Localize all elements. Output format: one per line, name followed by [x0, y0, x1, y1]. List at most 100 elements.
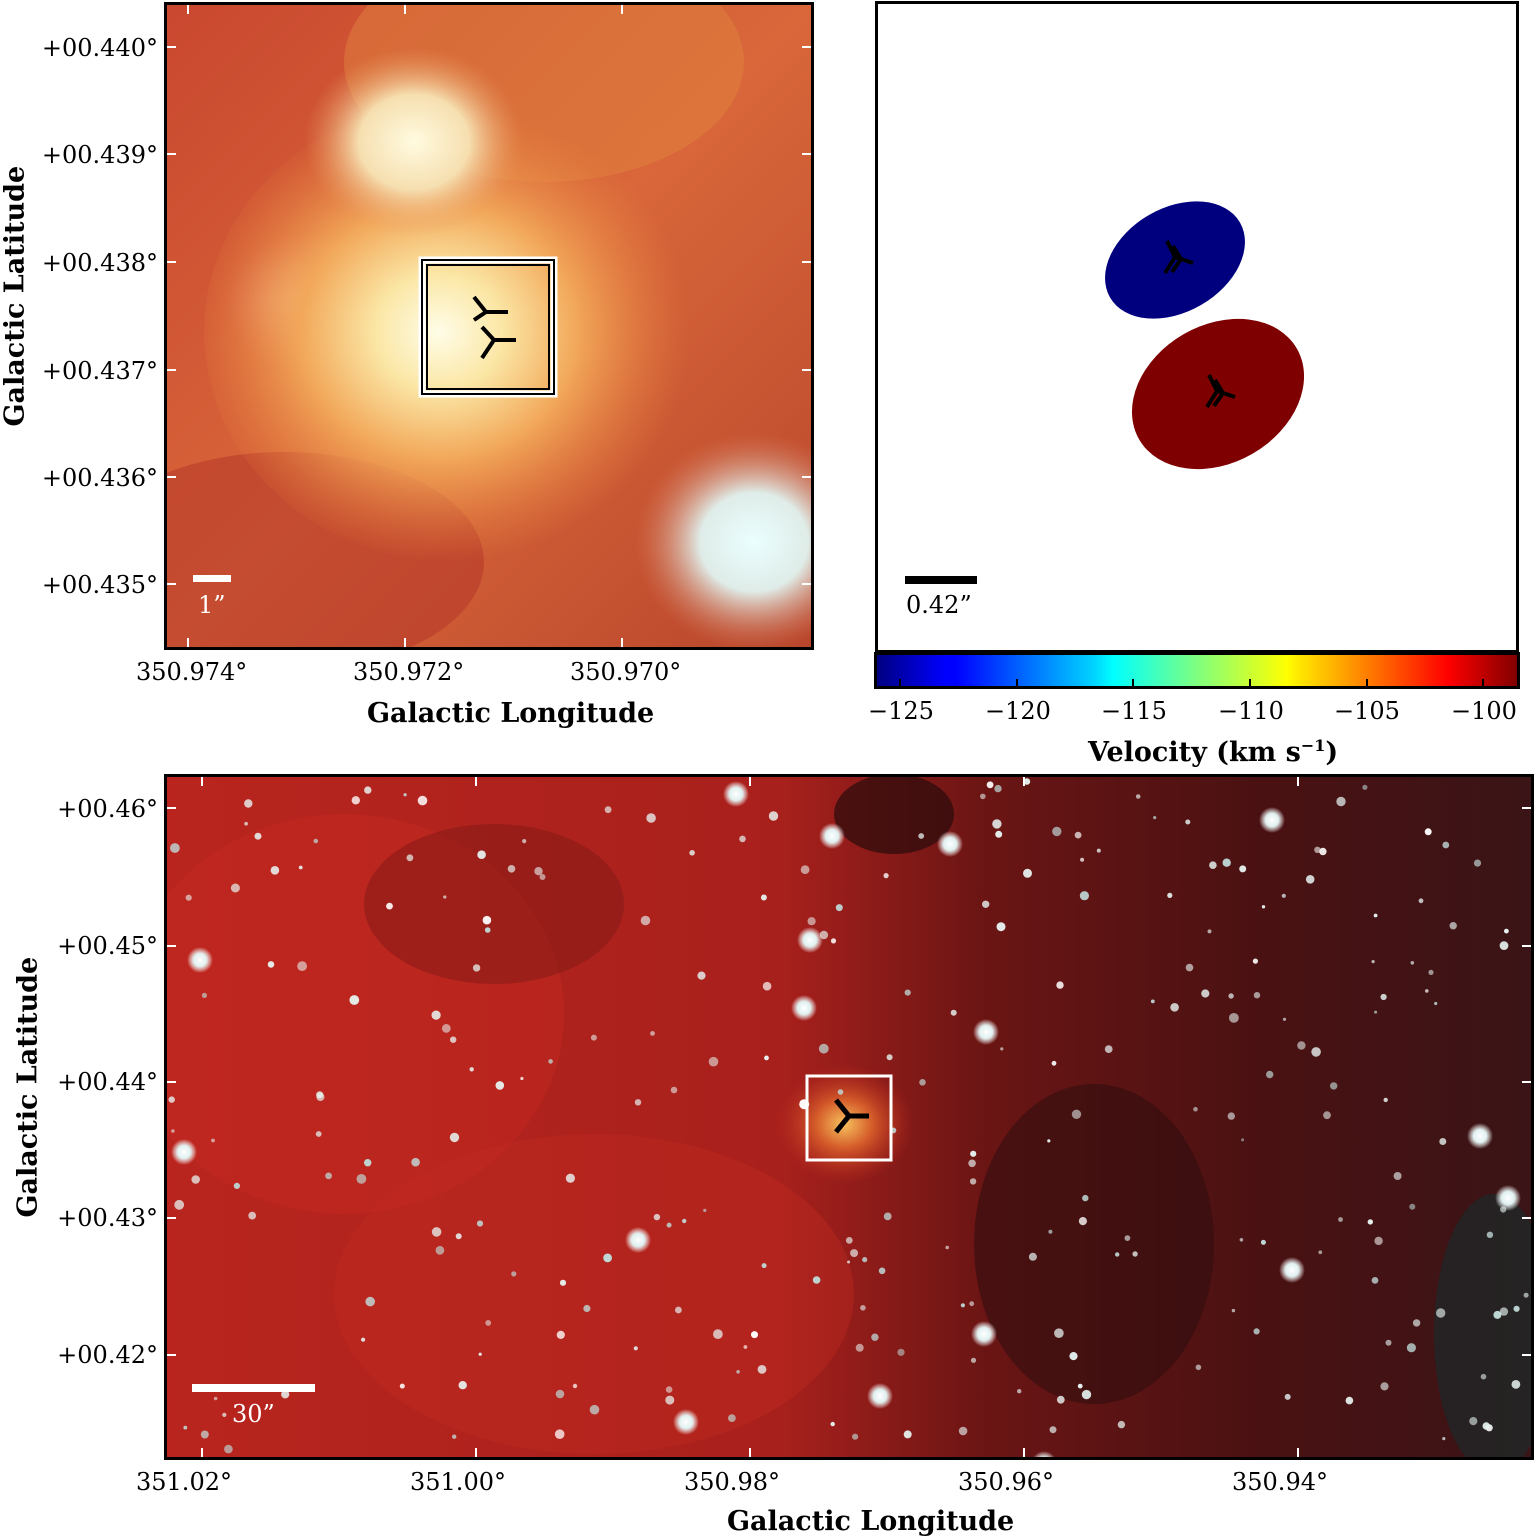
star: [1442, 1437, 1446, 1441]
x-tick-label: 350.98°: [684, 1468, 780, 1496]
star: [222, 1412, 227, 1417]
star: [431, 1227, 442, 1237]
star: [830, 938, 837, 944]
star: [484, 927, 491, 933]
star: [1371, 960, 1375, 964]
star: [670, 1086, 678, 1094]
bright-star: [1259, 807, 1285, 833]
star: [200, 1430, 209, 1439]
star: [1434, 1001, 1438, 1006]
x-axis-label: Galactic Longitude: [367, 698, 655, 729]
wide-field-image: [164, 774, 1534, 1460]
star: [485, 1320, 492, 1326]
star: [666, 1222, 672, 1228]
star: [878, 1267, 886, 1275]
star: [1227, 1112, 1236, 1120]
star: [469, 1067, 474, 1072]
x-axis-label: Galactic Longitude: [727, 1506, 1015, 1537]
star: [982, 900, 990, 908]
star: [1054, 1328, 1064, 1338]
star: [1135, 794, 1141, 799]
star: [1074, 831, 1082, 839]
target-box: [805, 1074, 893, 1162]
star: [634, 1099, 642, 1106]
star: [1239, 865, 1247, 873]
x-tick-label: 350.96°: [958, 1468, 1054, 1496]
star: [1077, 1383, 1083, 1389]
star: [1367, 1219, 1374, 1225]
star: [1051, 1060, 1057, 1066]
bright-star: [171, 1139, 197, 1165]
bright-star: [1495, 1185, 1521, 1211]
star: [852, 1433, 859, 1440]
y-tick-label: +00.436°: [41, 464, 158, 492]
star: [1345, 1396, 1354, 1405]
star: [185, 894, 192, 901]
star: [1071, 1109, 1082, 1119]
star: [697, 971, 706, 980]
star: [713, 1329, 723, 1339]
star: [633, 1346, 638, 1351]
star: [403, 793, 407, 797]
bright-star: [723, 781, 749, 807]
star: [1406, 1343, 1416, 1353]
velocity-map: [875, 1, 1519, 653]
star: [1104, 1045, 1113, 1053]
y-tick-label: +00.42°: [57, 1341, 158, 1369]
y-tick-label: +00.437°: [41, 357, 158, 385]
star: [897, 1348, 905, 1356]
star: [1439, 1138, 1447, 1145]
star: [1362, 784, 1368, 790]
star: [855, 1343, 864, 1352]
x-tick-label: 351.00°: [410, 1468, 506, 1496]
star: [386, 902, 393, 910]
star: [1469, 1417, 1478, 1426]
colorbar-tick-label: −120: [985, 697, 1051, 725]
star: [281, 1390, 290, 1399]
colorbar-label: Velocity (km s−1): [1088, 737, 1339, 768]
star: [472, 964, 481, 972]
star: [860, 1305, 866, 1311]
star: [522, 839, 527, 844]
star: [1480, 1373, 1487, 1380]
star: [708, 1056, 719, 1067]
scale-bar: [905, 576, 977, 584]
colorbar-label-close: ): [1325, 737, 1339, 768]
star: [646, 813, 656, 823]
star: [1523, 1292, 1529, 1298]
star: [244, 821, 248, 826]
y-tick-label: +00.435°: [41, 571, 158, 599]
colorbar-tick-label: −125: [868, 697, 934, 725]
star: [958, 1426, 968, 1436]
star: [751, 1331, 758, 1339]
star: [1393, 1172, 1402, 1180]
star: [449, 1132, 460, 1143]
star: [556, 1330, 565, 1339]
star: [477, 850, 486, 859]
scale-bar-label: 30”: [232, 1400, 275, 1428]
star: [349, 995, 360, 1005]
star: [1418, 898, 1424, 904]
maser-marker: [834, 1098, 869, 1134]
star: [871, 1333, 879, 1341]
star: [183, 1425, 188, 1430]
star: [233, 1182, 240, 1189]
star: [520, 1076, 524, 1081]
star: [1150, 999, 1155, 1004]
star: [1069, 1352, 1078, 1361]
star: [411, 1157, 420, 1167]
star: [1281, 893, 1286, 898]
star: [969, 1178, 977, 1185]
star: [1047, 1139, 1051, 1143]
star: [495, 1081, 505, 1090]
star: [316, 1091, 324, 1099]
star: [1132, 1251, 1138, 1257]
star: [555, 1389, 565, 1399]
star: [970, 1357, 977, 1363]
star: [736, 1370, 740, 1374]
star: [653, 1213, 661, 1221]
star: [945, 1245, 949, 1250]
star: [1323, 1111, 1331, 1120]
star: [960, 1303, 966, 1308]
star: [1115, 1252, 1120, 1257]
